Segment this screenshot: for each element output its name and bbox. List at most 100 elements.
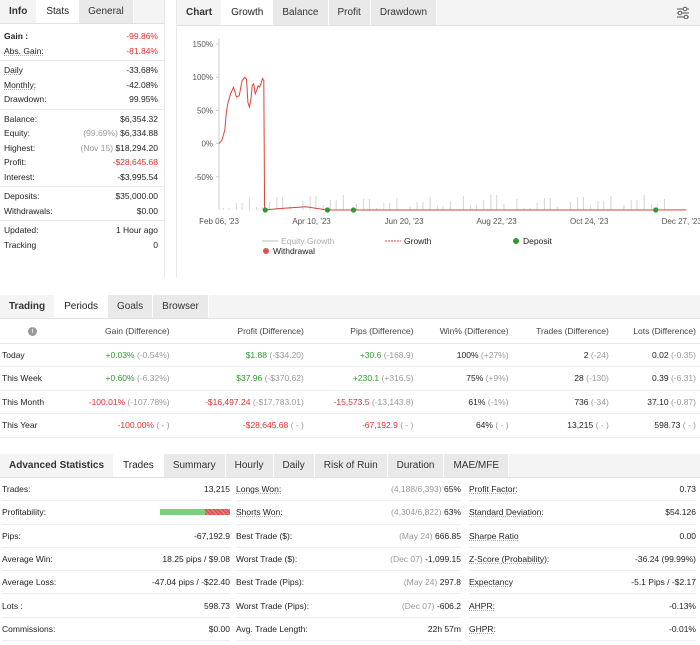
- tab-daily[interactable]: Daily: [273, 454, 315, 477]
- deposit-marker[interactable]: [262, 207, 268, 213]
- period-value: 2: [583, 349, 589, 360]
- stat-value: 598.73: [204, 600, 230, 611]
- stat-label[interactable]: Profit Factor:: [469, 484, 518, 495]
- stat-note: (4,304/6,822): [391, 507, 442, 518]
- tab-periods[interactable]: Periods: [55, 295, 109, 318]
- column-header[interactable]: Lots (Difference): [612, 319, 700, 344]
- info-label: Tracking: [4, 239, 37, 250]
- tab-browser[interactable]: Browser: [153, 295, 209, 318]
- tab-hourly[interactable]: Hourly: [225, 454, 274, 477]
- column-header[interactable]: Trades (Difference): [512, 319, 613, 344]
- info-row: Deposits: $35,000.00: [0, 189, 164, 204]
- advanced-tabbar: Advanced Statistics Trades Summary Hourly Da…: [0, 454, 700, 478]
- period-value: -$28,645.68: [242, 420, 289, 431]
- period-value: -100.00%: [117, 420, 154, 431]
- tab-mae-mfe[interactable]: MAE/MFE: [444, 454, 510, 477]
- info-value: $6,334.88: [120, 128, 158, 139]
- period-row: This Week +0.60% (-6.32%) $37.96 (-$370.62…: [0, 366, 700, 391]
- info-row: Monthly: -42.08%: [0, 78, 164, 93]
- tab-trading[interactable]: Trading: [0, 295, 56, 318]
- column-header[interactable]: Gain (Difference): [62, 319, 174, 344]
- adv-col-3: Profit Factor: 0.73 Standard Deviation: $54…: [465, 478, 700, 642]
- tab-risk-of-ruin[interactable]: Risk of Ruin: [314, 454, 388, 477]
- period-cell: +0.03% (-0.54%): [62, 343, 174, 367]
- stat-value-group: (May 24) 666.85: [399, 531, 461, 541]
- tab-growth[interactable]: Growth: [222, 0, 274, 25]
- info-label: Abs. Gain:: [4, 45, 44, 56]
- tab-profit[interactable]: Profit: [328, 0, 371, 25]
- period-value: +0.03%: [105, 349, 135, 360]
- tab-duration[interactable]: Duration: [387, 454, 445, 477]
- tab-balance[interactable]: Balance: [273, 0, 329, 25]
- stat-label: Average Loss:: [2, 577, 57, 588]
- period-diff: (-34): [590, 396, 609, 407]
- period-name: This Week: [0, 366, 63, 391]
- stat-label[interactable]: GHPR:: [469, 623, 496, 634]
- deposit-marker[interactable]: [324, 207, 331, 213]
- column-header[interactable]: Profit (Difference): [173, 319, 308, 344]
- info-row: Withdrawals: $0.00: [0, 204, 164, 219]
- info-row: Tracking 0: [0, 238, 164, 253]
- tab-summary[interactable]: Summary: [163, 454, 226, 477]
- stat-label: Lots :: [2, 600, 23, 611]
- tab-chart[interactable]: Chart: [177, 0, 223, 25]
- info-value-group: -81.84%: [126, 46, 158, 56]
- sliders-icon[interactable]: [676, 6, 690, 19]
- stat-row: GHPR: -0.01%: [469, 618, 696, 642]
- tab-advanced-statistics[interactable]: Advanced Statistics: [0, 454, 115, 477]
- stat-label[interactable]: Z-Score (Probability):: [469, 554, 550, 565]
- stat-label[interactable]: AHPR:: [469, 600, 495, 611]
- legend-growth-swatch: [385, 240, 401, 242]
- stat-label: Pips:: [2, 530, 21, 541]
- info-note: (99.69%): [83, 128, 118, 139]
- info-label: Highest:: [4, 142, 36, 153]
- x-tick-label: Feb 06, '23: [199, 217, 239, 226]
- period-cell: 37.10 (-0.87): [612, 390, 700, 414]
- column-header[interactable]: Pips (Difference): [307, 319, 418, 344]
- info-value: $6,354.32: [120, 113, 158, 124]
- info-value: $0.00: [136, 205, 158, 216]
- period-cell: 0.02 (-0.35): [612, 343, 700, 367]
- legend-growth-label: Growth: [404, 236, 432, 246]
- info-label: Daily: [4, 65, 23, 76]
- stat-label[interactable]: Expectancy: [469, 577, 513, 588]
- period-value: -15,573.5: [333, 396, 370, 407]
- period-diff: (+27%): [480, 349, 509, 360]
- info-row: Daily -33.68%: [0, 63, 164, 78]
- period-diff: ( - ): [682, 420, 696, 431]
- stat-value: $0.00: [208, 623, 230, 634]
- period-value: 13,215: [567, 420, 594, 431]
- stat-label: Worst Trade (Pips):: [236, 600, 310, 611]
- tab-stats[interactable]: Stats: [37, 0, 80, 23]
- profitability-bar[interactable]: [160, 509, 230, 516]
- period-diff: (-$370.62): [264, 373, 304, 384]
- info-label: Interest:: [4, 171, 35, 182]
- info-value-group: -$3,995.54: [117, 172, 158, 182]
- stat-row: Avg. Trade Length: 22h 57m: [236, 618, 461, 642]
- period-cell: $1.88 (-$34.20): [173, 343, 308, 367]
- tab-drawdown[interactable]: Drawdown: [370, 0, 438, 25]
- divider: [0, 186, 164, 187]
- deposit-marker[interactable]: [653, 207, 659, 213]
- period-name: This Year: [0, 413, 63, 438]
- info-panel: Info Stats General Gain : -99.86% Abs. Gai…: [0, 0, 165, 278]
- stat-value: -0.13%: [669, 600, 696, 611]
- stat-label[interactable]: Standard Deviation:: [469, 507, 544, 518]
- period-value: $37.96: [236, 373, 263, 384]
- tab-info[interactable]: Info: [0, 0, 38, 23]
- column-header[interactable]: Win% (Difference): [417, 319, 513, 344]
- adv-col-2: Longs Won: (4,188/6,393) 65% Shorts Won: (4…: [232, 478, 465, 642]
- info-icon[interactable]: i: [28, 327, 37, 337]
- period-cell: 61% (-1%): [417, 390, 513, 414]
- period-value: -$16,497.24: [205, 396, 251, 407]
- info-label: Gain :: [4, 31, 29, 42]
- tab-general[interactable]: General: [79, 0, 134, 23]
- stat-row: Shorts Won: (4,304/6,822) 63%: [236, 501, 461, 525]
- tab-trades[interactable]: Trades: [114, 454, 164, 477]
- deposit-marker[interactable]: [350, 207, 357, 213]
- tab-goals[interactable]: Goals: [108, 295, 154, 318]
- legend-equity-label: Equity Growth: [281, 236, 335, 246]
- stat-label: Longs Won:: [236, 484, 282, 495]
- legend-withdrawal-label: Withdrawal: [273, 246, 316, 256]
- stat-label[interactable]: Sharpe Ratio: [469, 530, 519, 541]
